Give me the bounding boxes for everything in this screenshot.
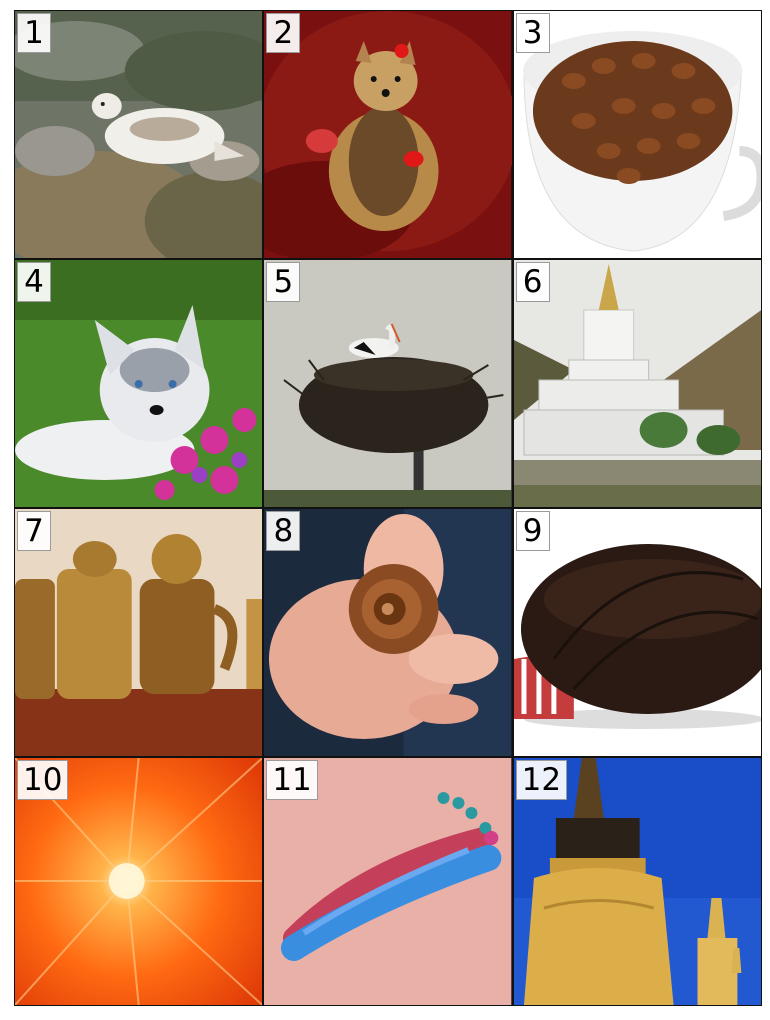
image-label: 3 (515, 13, 550, 53)
image-tile-8[interactable]: 8 (264, 509, 512, 756)
ptarmigan-image (15, 11, 263, 258)
image-tile-9[interactable]: 9 (513, 509, 761, 756)
image-label: 11 (266, 760, 318, 800)
image-label: 5 (266, 262, 301, 302)
image-label: 10 (17, 760, 69, 800)
white-stupa-image (513, 260, 761, 507)
image-label: 9 (515, 511, 550, 551)
image-tile-4[interactable]: 4 (15, 260, 263, 507)
image-label: 7 (17, 511, 51, 551)
image-label: 6 (515, 262, 550, 302)
brass-teapots-image (15, 509, 263, 756)
image-tile-10[interactable]: 10 (15, 758, 263, 1005)
stork-nest-image (264, 260, 512, 507)
coffee-cup-image (513, 11, 761, 258)
image-tile-11[interactable]: 11 (264, 758, 512, 1005)
image-tile-6[interactable]: 6 (513, 260, 761, 507)
image-label: 4 (17, 262, 51, 302)
image-tile-12[interactable]: 12 (513, 758, 761, 1005)
image-tile-1[interactable]: 1 (15, 11, 263, 258)
image-tile-2[interactable]: 2 (264, 11, 512, 258)
image-tile-5[interactable]: 5 (264, 260, 512, 507)
leather-ball-image (513, 509, 761, 756)
image-label: 8 (266, 511, 301, 551)
image-label: 12 (515, 760, 568, 800)
image-label: 1 (17, 13, 51, 53)
snail-in-hand-image (264, 509, 512, 756)
image-grid: 1 2 (14, 10, 762, 1006)
image-tile-7[interactable]: 7 (15, 509, 263, 756)
husky-puppy-image (15, 260, 263, 507)
image-label: 2 (266, 13, 301, 53)
image-tile-3[interactable]: 3 (513, 11, 761, 258)
yorkie-image (264, 11, 512, 258)
